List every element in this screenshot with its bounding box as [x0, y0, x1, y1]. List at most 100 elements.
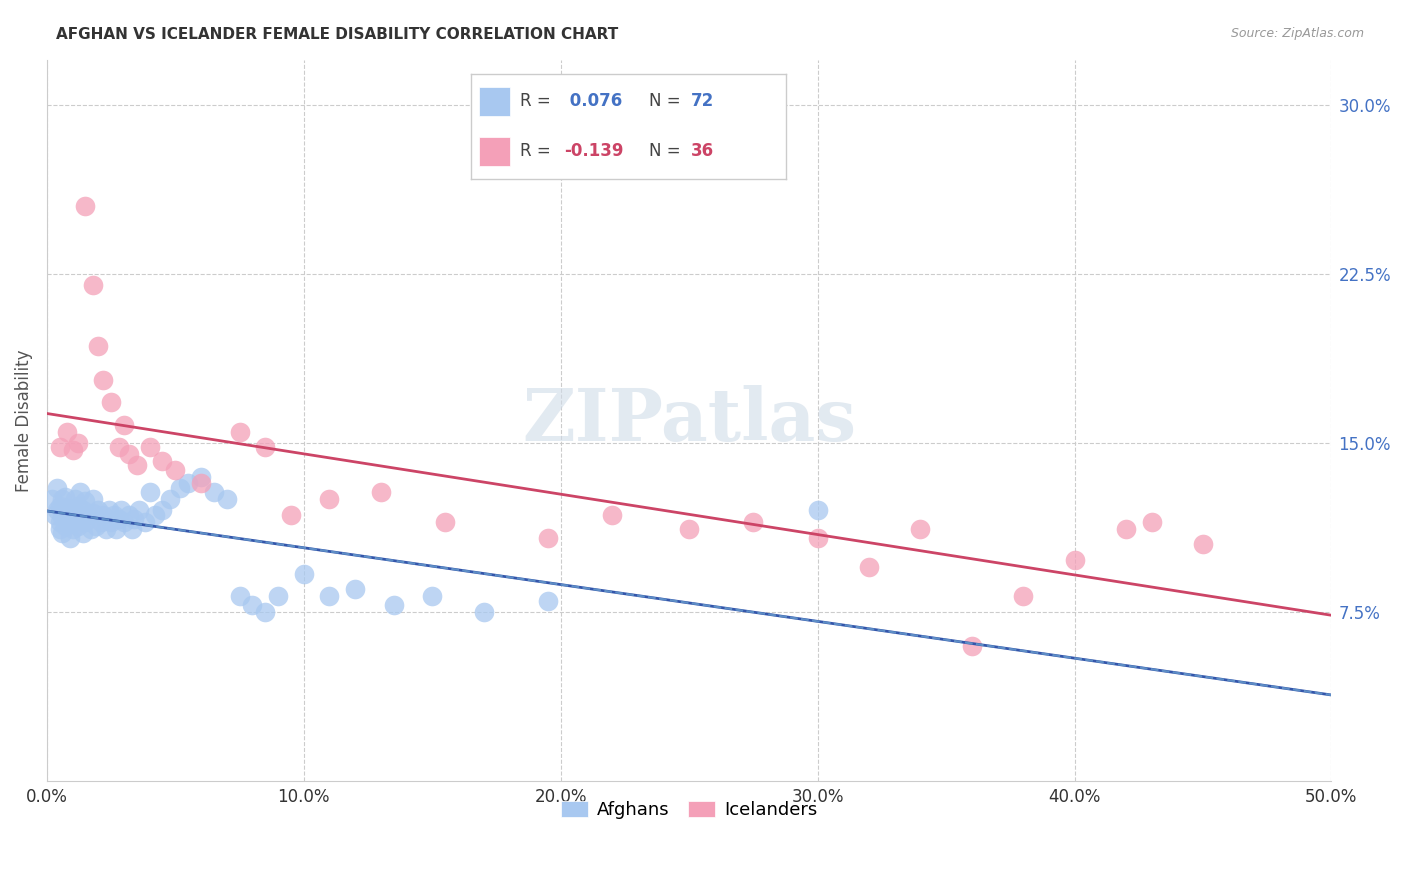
Point: [134, 515, 156, 529]
Point: [75, 199, 97, 213]
Point: [59, 508, 82, 522]
Point: [82, 506, 104, 520]
Point: [280, 508, 302, 522]
Text: AFGHAN VS ICELANDER FEMALE DISABILITY CORRELATION CHART: AFGHAN VS ICELANDER FEMALE DISABILITY CO…: [56, 27, 619, 42]
Point: [108, 441, 131, 455]
Point: [228, 425, 250, 439]
Point: [93, 373, 115, 387]
Point: [190, 469, 212, 483]
Point: [143, 508, 166, 522]
Point: [48, 441, 70, 455]
Point: [46, 503, 69, 517]
Point: [56, 425, 79, 439]
Point: [122, 512, 145, 526]
Point: [138, 485, 160, 500]
Point: [69, 485, 91, 500]
Point: [53, 519, 76, 533]
Point: [807, 503, 830, 517]
Point: [82, 278, 104, 293]
Point: [87, 503, 110, 517]
Point: [318, 589, 340, 603]
Point: [742, 515, 765, 529]
Point: [56, 512, 79, 526]
Point: [48, 499, 70, 513]
Point: [960, 639, 983, 653]
Point: [190, 476, 212, 491]
Point: [165, 463, 187, 477]
Point: [138, 441, 160, 455]
Text: Source: ZipAtlas.com: Source: ZipAtlas.com: [1230, 27, 1364, 40]
Point: [537, 593, 560, 607]
Point: [51, 492, 73, 507]
Point: [94, 521, 117, 535]
Point: [434, 515, 457, 529]
Point: [72, 526, 94, 541]
Point: [62, 503, 84, 517]
Point: [318, 492, 340, 507]
Point: [600, 508, 623, 522]
Point: [87, 339, 110, 353]
Point: [1063, 553, 1085, 567]
Point: [48, 515, 70, 529]
Point: [1192, 537, 1215, 551]
Point: [75, 515, 97, 529]
Point: [66, 519, 89, 533]
Point: [79, 521, 101, 535]
Point: [382, 598, 405, 612]
Point: [678, 521, 700, 535]
Point: [118, 508, 141, 522]
Point: [1115, 521, 1137, 535]
Point: [66, 499, 89, 513]
Point: [105, 521, 128, 535]
Point: [103, 508, 125, 522]
Point: [112, 417, 135, 432]
Point: [69, 512, 91, 526]
Point: [152, 503, 174, 517]
Point: [41, 492, 63, 507]
Point: [59, 531, 82, 545]
Point: [110, 503, 132, 517]
Point: [267, 589, 290, 603]
Point: [112, 515, 135, 529]
Point: [242, 598, 264, 612]
Point: [108, 512, 131, 526]
Point: [215, 492, 238, 507]
Point: [910, 521, 932, 535]
Point: [97, 503, 120, 517]
Point: [1012, 589, 1035, 603]
Point: [370, 485, 392, 500]
Point: [100, 515, 122, 529]
Point: [46, 481, 69, 495]
Point: [72, 503, 94, 517]
Point: [51, 510, 73, 524]
Point: [118, 447, 141, 461]
Point: [152, 454, 174, 468]
Point: [125, 458, 148, 473]
Point: [420, 589, 443, 603]
Point: [82, 492, 104, 507]
Point: [53, 506, 76, 520]
Point: [121, 521, 143, 535]
Point: [62, 442, 84, 457]
Text: ZIPatlas: ZIPatlas: [522, 384, 856, 456]
Point: [228, 589, 250, 603]
Point: [90, 515, 112, 529]
Point: [169, 481, 191, 495]
Point: [77, 508, 100, 522]
Point: [84, 519, 107, 533]
Point: [62, 521, 84, 535]
Point: [202, 485, 225, 500]
Point: [63, 508, 86, 522]
Legend: Afghans, Icelanders: Afghans, Icelanders: [554, 793, 824, 826]
Point: [858, 559, 880, 574]
Point: [128, 503, 150, 517]
Point: [292, 566, 315, 581]
Point: [56, 501, 79, 516]
Point: [254, 441, 277, 455]
Point: [100, 395, 122, 409]
Point: [177, 476, 200, 491]
Point: [1140, 515, 1163, 529]
Point: [53, 490, 76, 504]
Point: [254, 605, 277, 619]
Point: [44, 508, 66, 522]
